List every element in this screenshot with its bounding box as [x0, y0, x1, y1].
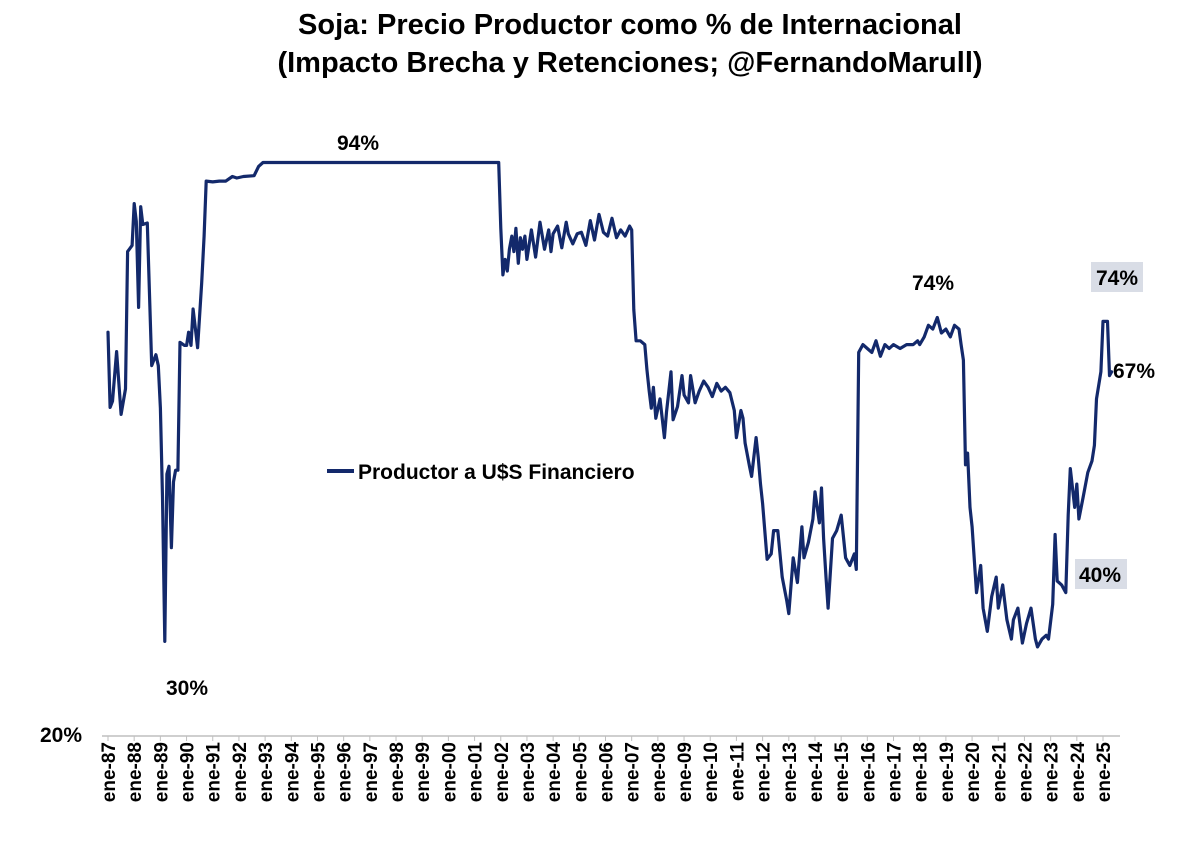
- x-tick-label: ene-12: [754, 742, 775, 802]
- series-line: [106, 160, 1114, 649]
- annotation-label: 30%: [166, 677, 208, 700]
- annotation-label: 74%: [912, 272, 954, 295]
- x-tick-label: ene-23: [1042, 742, 1063, 802]
- annotation-box: [1091, 262, 1143, 292]
- series-layer: [106, 160, 1114, 649]
- x-tick-label: ene-05: [570, 742, 591, 803]
- x-tick-label: ene-94: [282, 742, 303, 803]
- x-tick-label: ene-20: [963, 742, 984, 802]
- chart-title-line1: Soja: Precio Productor como % de Interna…: [298, 9, 962, 41]
- x-tick-label: ene-92: [230, 742, 251, 802]
- x-tick-label: ene-96: [335, 742, 356, 802]
- annotation-label: 40%: [1079, 564, 1121, 587]
- x-tick-label: ene-99: [413, 742, 434, 802]
- x-tick-labels: ene-87 ene-88 ene-89 ene-90 ene-91 ene-92 ene-…: [99, 736, 1115, 802]
- x-tick-label: ene-91: [204, 742, 225, 803]
- x-tick-label: ene-03: [518, 742, 539, 802]
- x-tick-label: ene-98: [387, 742, 408, 802]
- x-tick-label: ene-07: [623, 742, 644, 802]
- annotation-label: 94%: [337, 132, 379, 155]
- x-tick-label: ene-14: [806, 742, 827, 803]
- legend-label: Productor a U$S Financiero: [358, 461, 635, 484]
- x-tick-label: ene-17: [885, 742, 906, 802]
- y-axis-min-label: 20%: [40, 724, 82, 747]
- annotation-label: 74%: [1096, 267, 1138, 290]
- annotations: 94% 30% 74% 74% 67% 40%: [166, 132, 1155, 700]
- legend: Productor a U$S Financiero: [327, 461, 635, 484]
- x-tick-label: ene-01: [466, 742, 487, 803]
- x-tick-label: ene-95: [308, 742, 329, 803]
- x-tick-label: ene-87: [99, 742, 120, 802]
- x-tick-label: ene-15: [832, 742, 853, 803]
- annotation-label: 67%: [1113, 360, 1155, 383]
- x-tick-label: ene-11: [727, 742, 748, 802]
- x-tick-label: ene-00: [439, 742, 460, 802]
- x-tick-label: ene-88: [125, 742, 146, 802]
- x-tick-label: ene-19: [937, 742, 958, 802]
- x-tick-label: ene-90: [178, 742, 199, 802]
- x-tick-label: ene-08: [649, 742, 670, 802]
- x-tick-label: ene-18: [911, 742, 932, 802]
- x-tick-label: ene-16: [858, 742, 879, 802]
- x-tick-label: ene-02: [492, 742, 513, 802]
- x-tick-label: ene-09: [675, 742, 696, 802]
- x-tick-label: ene-21: [989, 742, 1010, 803]
- chart-title: Soja: Precio Productor como % de Interna…: [0, 6, 1200, 82]
- x-tick-label: ene-13: [780, 742, 801, 802]
- x-tick-label: ene-89: [151, 742, 172, 802]
- axis-layer: 20%: [40, 724, 1120, 747]
- x-tick-label: ene-10: [701, 742, 722, 802]
- x-tick-label: ene-25: [1094, 742, 1115, 803]
- chart-title-line2: (Impacto Brecha y Retenciones; @Fernando…: [277, 47, 983, 79]
- annotation-box: [1075, 559, 1127, 589]
- x-tick-label: ene-22: [1015, 742, 1036, 802]
- x-tick-label: ene-04: [544, 742, 565, 803]
- x-tick-label: ene-06: [597, 742, 618, 802]
- x-tick-label: ene-24: [1068, 742, 1089, 803]
- x-tick-label: ene-93: [256, 742, 277, 802]
- x-tick-label: ene-97: [361, 742, 382, 802]
